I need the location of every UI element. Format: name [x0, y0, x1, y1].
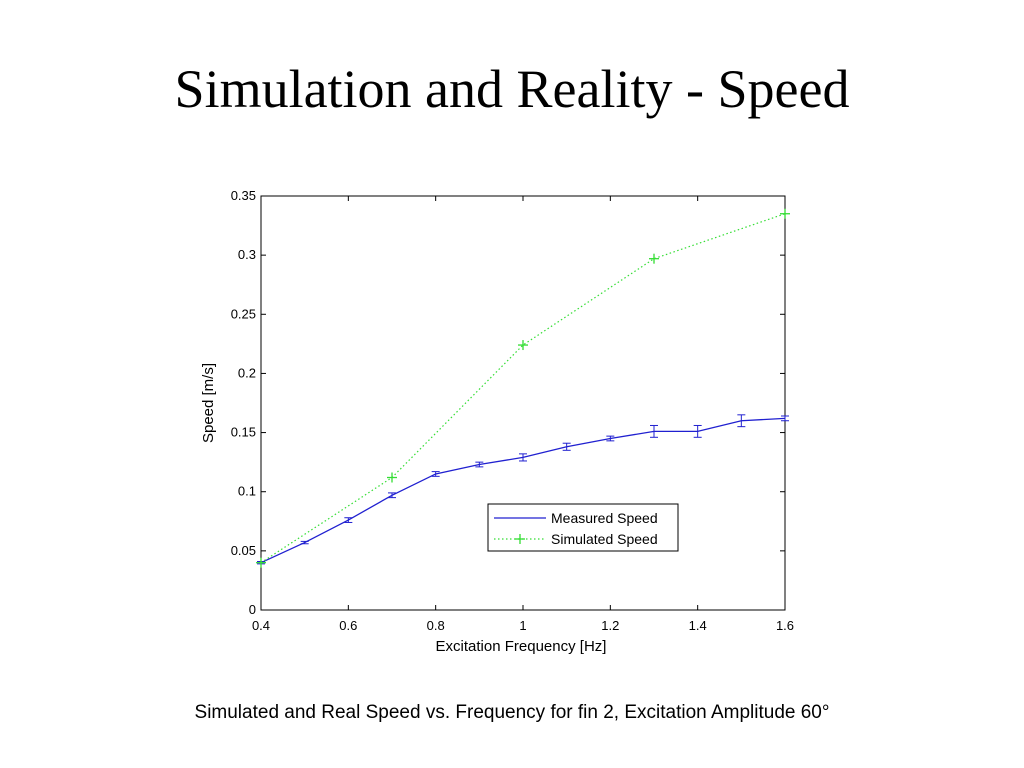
x-tick-label: 1.6 — [776, 618, 794, 633]
y-axis-label: Speed [m/s] — [200, 363, 217, 443]
simulated-speed-point — [649, 253, 659, 264]
y-tick-label: 0.2 — [238, 365, 256, 380]
measured-speed-errorbar — [344, 517, 353, 523]
measured-speed-errorbar — [693, 424, 702, 438]
simulated-speed-point — [387, 472, 397, 483]
x-tick-label: 1 — [519, 618, 526, 633]
measured-speed-errorbar — [737, 414, 746, 428]
y-tick-label: 0 — [249, 602, 256, 617]
simulated-speed-point — [780, 208, 790, 219]
legend-box — [487, 503, 679, 552]
simulated-speed-point — [518, 340, 528, 351]
measured-speed-errorbar — [475, 461, 484, 468]
y-tick-label: 0.1 — [238, 484, 256, 499]
measured-speed-errorbar — [388, 492, 396, 499]
chart-axes: 0.4 0.6 0.8 1 1.2 1.4 1.6 0 0.05 0.1 0.15 0.2 0.25 0.… — [200, 188, 794, 655]
y-tick-label: 0.3 — [238, 247, 256, 262]
measured-speed-errorbar — [562, 442, 571, 451]
measured-speed-errorbar — [650, 424, 658, 438]
y-tick-label: 0.15 — [231, 425, 256, 440]
x-tick-label: 1.4 — [689, 618, 707, 633]
simulated-speed-line — [260, 213, 786, 564]
y-tick-label: 0.35 — [231, 188, 256, 203]
figure-caption: Simulated and Real Speed vs. Frequency f… — [194, 702, 830, 723]
y-tick-label: 0.05 — [231, 543, 256, 558]
measured-speed-errorbar — [606, 435, 615, 442]
measured-speed-errorbar — [300, 540, 309, 545]
slide-title: Simulation and Reality - Speed — [174, 59, 850, 119]
measured-speed-errorbar — [431, 471, 440, 477]
x-axis-label: Excitation Frequency [Hz] — [436, 638, 607, 655]
legend: Measured Speed Simulated Speed — [487, 503, 679, 552]
simulated-speed-point — [256, 557, 266, 568]
x-tick-label: 0.4 — [252, 618, 270, 633]
legend-label: Measured Speed — [551, 510, 658, 526]
x-tick-label: 1.2 — [601, 618, 619, 633]
plot-area — [256, 208, 790, 568]
legend-label: Simulated Speed — [551, 531, 658, 547]
measured-speed-errorbar — [519, 453, 527, 462]
y-tick-label: 0.25 — [231, 306, 256, 321]
x-tick-label: 0.6 — [339, 618, 357, 633]
measured-speed-errorbar — [781, 415, 789, 422]
x-tick-label: 0.8 — [427, 618, 445, 633]
